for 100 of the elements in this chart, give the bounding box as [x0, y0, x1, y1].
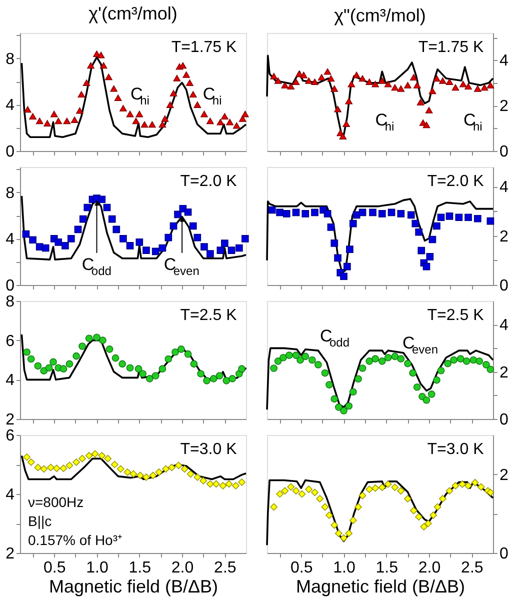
point	[270, 503, 278, 511]
point	[422, 122, 430, 128]
point	[378, 77, 386, 84]
point	[124, 468, 132, 476]
point	[474, 214, 482, 222]
point	[397, 85, 405, 92]
point	[334, 106, 342, 112]
point	[85, 452, 93, 460]
x-tick-label: 1.5	[128, 560, 152, 576]
point	[455, 214, 463, 222]
point	[200, 110, 208, 118]
point	[136, 238, 144, 246]
point	[274, 77, 282, 84]
point	[50, 110, 58, 118]
point	[158, 244, 166, 252]
point	[287, 483, 295, 491]
point	[348, 80, 356, 88]
point	[345, 98, 353, 104]
point	[428, 88, 436, 94]
point	[321, 503, 329, 511]
point	[378, 358, 386, 365]
point	[326, 512, 333, 519]
point	[439, 77, 446, 84]
point	[324, 68, 332, 75]
point	[166, 102, 174, 108]
point	[140, 121, 148, 128]
point	[34, 464, 42, 472]
point	[388, 208, 396, 216]
point	[158, 365, 166, 373]
point	[330, 395, 338, 403]
point	[437, 366, 445, 374]
point	[439, 495, 446, 502]
point	[152, 372, 160, 380]
point	[54, 118, 62, 124]
point	[330, 521, 338, 529]
point	[346, 246, 354, 254]
point	[349, 220, 357, 228]
point	[476, 358, 484, 365]
point	[190, 360, 198, 368]
point	[189, 91, 197, 98]
point	[22, 230, 30, 238]
point	[63, 118, 71, 124]
point	[226, 118, 234, 126]
point	[174, 462, 182, 470]
point	[23, 348, 30, 356]
point	[434, 503, 442, 511]
annotation: T=3.0 K	[180, 441, 238, 458]
point	[232, 482, 240, 490]
point	[103, 204, 111, 212]
point	[112, 226, 120, 234]
point	[366, 486, 374, 493]
point	[425, 106, 433, 114]
y-tick-label: 4	[500, 52, 508, 70]
point	[186, 470, 194, 478]
y-tick-label: 4	[500, 179, 508, 196]
x-tick-label: 1.0	[86, 560, 108, 576]
point	[450, 356, 458, 364]
point	[110, 85, 118, 92]
point	[358, 208, 366, 216]
point	[433, 376, 440, 384]
point	[280, 354, 287, 362]
point	[486, 82, 494, 88]
point	[334, 530, 342, 537]
y-tick-label: 2	[500, 364, 508, 382]
point	[404, 495, 412, 502]
point	[221, 240, 228, 248]
point	[126, 364, 134, 372]
y-tick-label: 0	[500, 412, 508, 428]
point	[238, 115, 246, 122]
point	[210, 375, 218, 382]
point	[130, 470, 138, 478]
point	[34, 362, 42, 370]
point	[203, 376, 210, 384]
point	[91, 450, 99, 458]
point	[300, 72, 308, 78]
point	[327, 75, 335, 82]
point	[456, 355, 464, 362]
y-tick-label: 2	[500, 228, 508, 246]
point	[480, 84, 488, 91]
point	[228, 246, 236, 254]
point	[397, 487, 405, 495]
point	[82, 80, 90, 86]
point	[474, 85, 482, 92]
point	[413, 383, 421, 391]
chart-title: χ'(cm³/mol)	[88, 3, 178, 24]
point	[282, 210, 290, 218]
x-tick-label: 2.0	[171, 560, 194, 576]
point	[184, 350, 192, 358]
point	[410, 506, 418, 514]
point	[212, 480, 220, 488]
point	[66, 462, 74, 470]
y-tick-label: 0	[500, 144, 508, 160]
point	[316, 495, 324, 502]
x-tick-label: 1.0	[333, 560, 356, 576]
point	[330, 240, 338, 247]
y-tick-label: 6	[6, 332, 15, 350]
y-tick-label: 2	[500, 466, 508, 484]
x-tick-label: 2.0	[418, 560, 441, 576]
chart-title: χ"(cm³/mol)	[334, 6, 426, 26]
point	[206, 118, 214, 124]
